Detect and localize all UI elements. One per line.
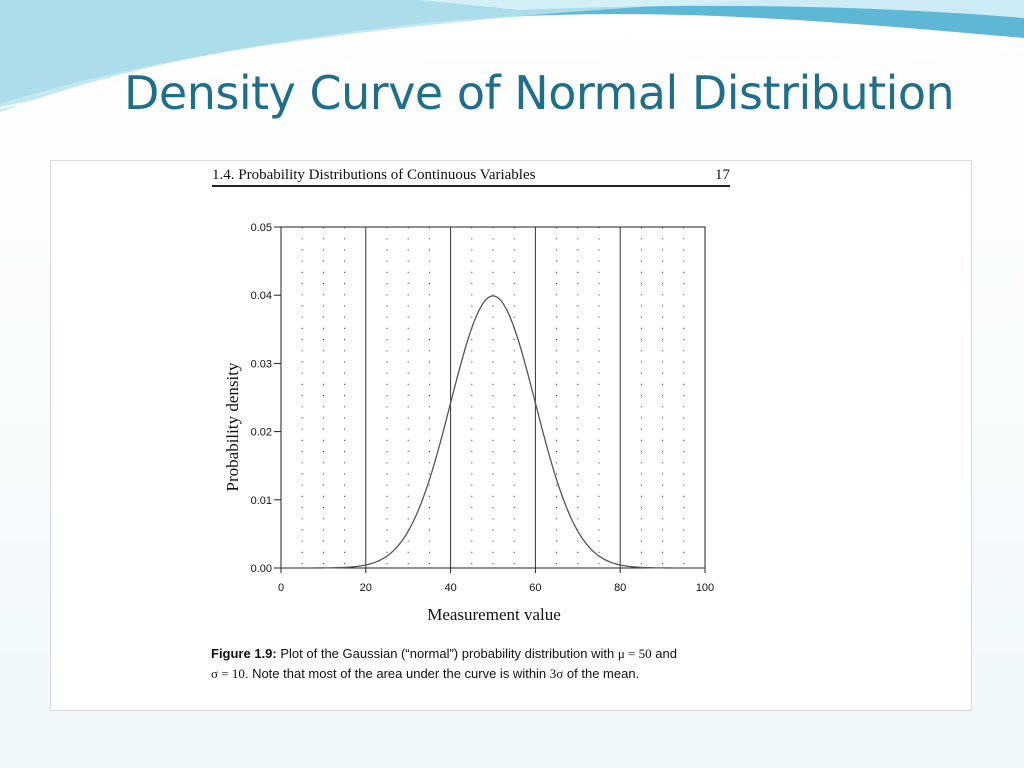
slide-title: Density Curve of Normal Distribution bbox=[124, 66, 955, 120]
section-title: 1.4. Probability Distributions of Contin… bbox=[212, 167, 536, 183]
figure-panel: 1.4. Probability Distributions of Contin… bbox=[50, 160, 972, 711]
x-tick-label: 40 bbox=[444, 582, 456, 594]
y-axis-ticks: 0.00 0.01 0.02 0.03 0.04 0.05 bbox=[251, 222, 281, 575]
x-tick-label: 20 bbox=[360, 582, 372, 594]
y-tick-label: 0.04 bbox=[251, 290, 272, 302]
plot-frame bbox=[280, 226, 706, 569]
y-tick-label: 0.01 bbox=[251, 495, 272, 507]
y-tick-label: 0.02 bbox=[251, 427, 272, 439]
y-tick-label: 0.05 bbox=[251, 222, 272, 234]
caption-sigma: σ = 10 bbox=[211, 666, 245, 681]
caption-text-2: . Note that most of the area under the c… bbox=[244, 666, 550, 681]
caption-mu: μ = 50 bbox=[617, 646, 652, 661]
x-tick-label: 60 bbox=[529, 582, 541, 594]
figure-caption: Figure 1.9: Plot of the Gaussian (“norma… bbox=[211, 644, 741, 684]
caption-text-1: Plot of the Gaussian (“normal”) probabil… bbox=[280, 646, 618, 661]
book-page-header: 1.4. Probability Distributions of Contin… bbox=[212, 165, 730, 187]
x-tick-label: 0 bbox=[278, 582, 284, 594]
x-tick-label: 100 bbox=[696, 582, 714, 594]
wave-band-pale bbox=[420, 0, 1024, 18]
header-wave-banner bbox=[0, 0, 1024, 112]
y-tick-label: 0.03 bbox=[251, 358, 272, 370]
caption-end: of the mean. bbox=[563, 666, 640, 681]
solid-gridlines bbox=[365, 227, 621, 568]
wave-band-light bbox=[0, 0, 760, 112]
dotted-gridlines bbox=[301, 227, 685, 568]
caption-and: and bbox=[651, 646, 677, 661]
x-axis-ticks: 0 20 40 60 80 100 bbox=[278, 568, 714, 594]
caption-label: Figure 1.9: bbox=[211, 646, 277, 661]
density-plot: 0.00 0.01 0.02 0.03 0.04 0.05 0 20 40 60 80 100 Me… bbox=[223, 222, 714, 624]
page-number: 17 bbox=[715, 167, 730, 183]
wave-line bbox=[0, 47, 1024, 109]
y-axis-label: Probability density bbox=[223, 362, 242, 491]
density-curve bbox=[281, 295, 705, 569]
x-tick-label: 80 bbox=[614, 582, 626, 594]
y-tick-label: 0.00 bbox=[251, 563, 272, 575]
x-axis-label: Measurement value bbox=[427, 605, 561, 624]
caption-three-sigma: 3σ bbox=[549, 666, 564, 681]
